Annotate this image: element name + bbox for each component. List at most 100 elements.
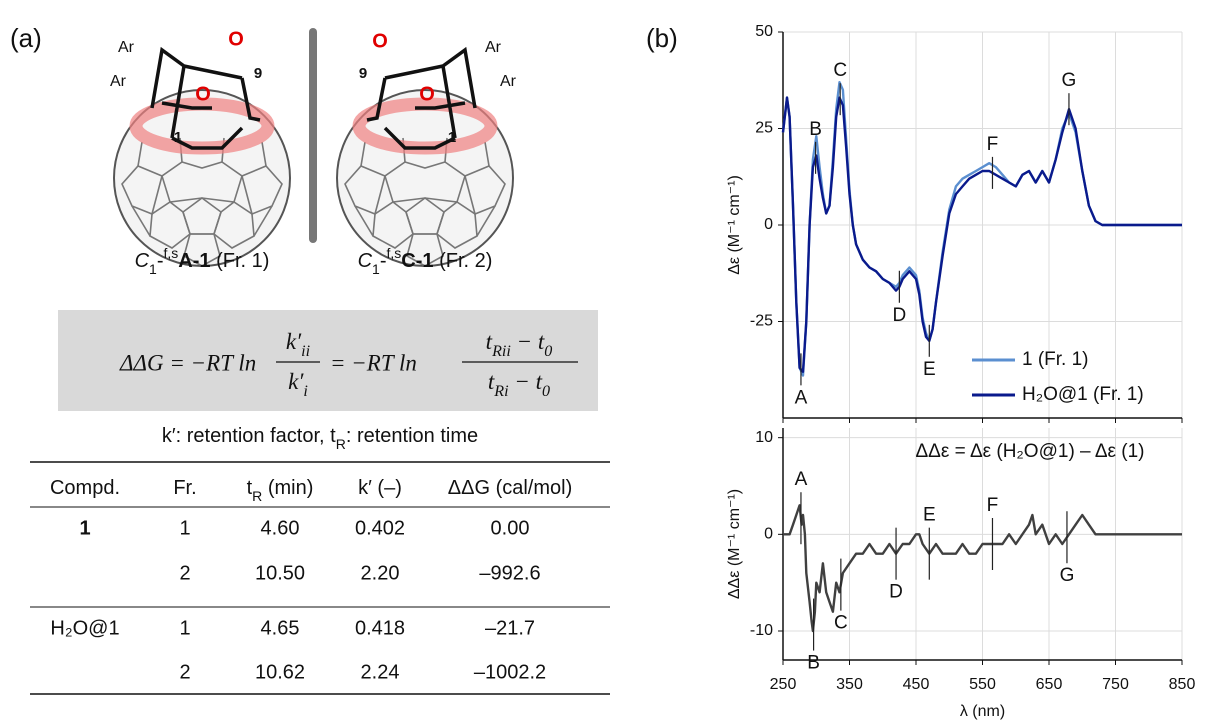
- table-header: tR (min): [247, 477, 314, 503]
- table-cell: 0.402: [355, 517, 405, 539]
- caption-sup: f,s: [387, 245, 402, 261]
- y-tick-label: -25: [750, 313, 773, 330]
- table-header: Fr.: [173, 477, 196, 499]
- table-cell: 0.00: [491, 517, 530, 539]
- table-header-part: k′ (–): [358, 477, 402, 499]
- y-axis-label: ΔΔε (M⁻¹ cm⁻¹): [726, 489, 743, 599]
- x-tick-label: 850: [1169, 676, 1196, 693]
- table-header: Compd.: [50, 477, 120, 499]
- atom-label: Ar: [110, 73, 127, 90]
- caption-symbol: C: [135, 250, 150, 272]
- equation-den-part: Ri: [493, 383, 508, 400]
- equation-den: tRi − t0: [488, 369, 550, 400]
- x-tick-label: 250: [770, 676, 797, 693]
- atom-label: Ar: [500, 73, 517, 90]
- chart-title: ΔΔε = Δε (H₂O@1) – Δε (1): [915, 441, 1144, 462]
- atom-label: O: [372, 30, 388, 52]
- table-header-part: Compd.: [50, 477, 120, 499]
- equation-num: k′ii: [286, 329, 310, 360]
- y-tick-label: 50: [755, 23, 773, 40]
- table-cell: 2.20: [361, 562, 400, 584]
- structure-caption: C1-f,sC-1 (Fr. 2): [358, 245, 493, 277]
- caption-symbol: C: [358, 250, 373, 272]
- caption-dash: -: [157, 250, 164, 272]
- caption-name: A-1: [178, 250, 210, 272]
- table-header-part: (min): [262, 477, 313, 499]
- x-tick-label: 750: [1102, 676, 1129, 693]
- caption-sup: f,s: [164, 245, 179, 261]
- equation-num-part: 0: [544, 343, 552, 360]
- table-cell: 1: [79, 517, 90, 539]
- fullerene: [113, 46, 291, 267]
- annotation-label: F: [987, 495, 999, 516]
- caption-fraction: (Fr. 2): [434, 250, 493, 272]
- equation-note-part: k′: retention factor, t: [162, 425, 336, 447]
- atom-label: O: [228, 28, 244, 50]
- equation-note-part: R: [336, 436, 346, 452]
- equation-den-part: − t: [509, 369, 543, 394]
- atom-label: O: [195, 83, 211, 105]
- table-cell: 10.50: [255, 562, 305, 584]
- table-cell: 0.418: [355, 617, 405, 639]
- atom-label: 9: [254, 65, 262, 82]
- table-cell: –21.7: [485, 617, 535, 639]
- table-cell: 2.24: [361, 661, 400, 683]
- table-cell: 2: [179, 562, 190, 584]
- equation-num-part: k′: [286, 329, 302, 354]
- atom-label: Ar: [485, 39, 502, 56]
- y-tick-label: 0: [764, 526, 773, 543]
- atom-label: O: [419, 83, 435, 105]
- annotation-label: F: [987, 134, 999, 155]
- equation-mid: = −RT ln: [330, 350, 417, 375]
- annotation-label: G: [1062, 70, 1077, 91]
- legend-label: 1 (Fr. 1): [1022, 349, 1089, 370]
- y-tick-label: 10: [755, 429, 773, 446]
- equation-lhs: ΔΔG = −RT ln: [119, 350, 256, 375]
- x-tick-label: 450: [903, 676, 930, 693]
- equation-num-part: − t: [511, 329, 545, 354]
- x-axis-label: λ (nm): [960, 703, 1005, 720]
- table-cell: 4.65: [261, 617, 300, 639]
- series-line: [781, 96, 1182, 373]
- table-cell: –1002.2: [474, 661, 546, 683]
- annotation-label: G: [1060, 565, 1075, 586]
- table-header: k′ (–): [358, 477, 402, 499]
- equation-den-part: 0: [542, 383, 550, 400]
- annotation-label: E: [923, 359, 936, 380]
- table-header: ΔΔG (cal/mol): [448, 477, 573, 499]
- atom-label: 1: [174, 129, 182, 146]
- annotation-label: D: [889, 582, 903, 603]
- table-header-part: R: [252, 488, 262, 504]
- annotation-label: C: [834, 613, 848, 634]
- table-cell: 10.62: [255, 661, 305, 683]
- atom-label: 9: [359, 65, 367, 82]
- panel-label: (a): [10, 23, 42, 53]
- table-cell: H₂O@1: [50, 617, 119, 639]
- x-tick-label: 650: [1036, 676, 1063, 693]
- equation-note-part: : retention time: [346, 425, 478, 447]
- table-cell: 1: [179, 517, 190, 539]
- equation-den-part: k′: [288, 369, 304, 394]
- panel-label: (b): [646, 23, 678, 53]
- legend-label: H₂O@1 (Fr. 1): [1022, 384, 1144, 405]
- table-cell: 2: [179, 661, 190, 683]
- structure-caption: C1-f,sA-1 (Fr. 1): [135, 245, 270, 277]
- table-cell: –992.6: [479, 562, 540, 584]
- equation-num-part: ii: [301, 343, 310, 360]
- table-cell: 4.60: [261, 517, 300, 539]
- annotation-label: B: [807, 653, 820, 674]
- equation-num-part: Rii: [491, 343, 511, 360]
- annotation-label: C: [833, 60, 847, 81]
- annotation-label: A: [795, 387, 808, 408]
- x-tick-label: 350: [836, 676, 863, 693]
- atom-label: Ar: [118, 39, 135, 56]
- equation-box: [58, 310, 598, 411]
- x-tick-label: 550: [969, 676, 996, 693]
- caption-sub: 1: [149, 261, 157, 277]
- series-line: [783, 504, 1182, 633]
- annotation-label: B: [809, 119, 822, 140]
- equation-den-part: t: [488, 369, 495, 394]
- annotation-label: A: [795, 469, 808, 490]
- atom-label: 1: [448, 129, 456, 146]
